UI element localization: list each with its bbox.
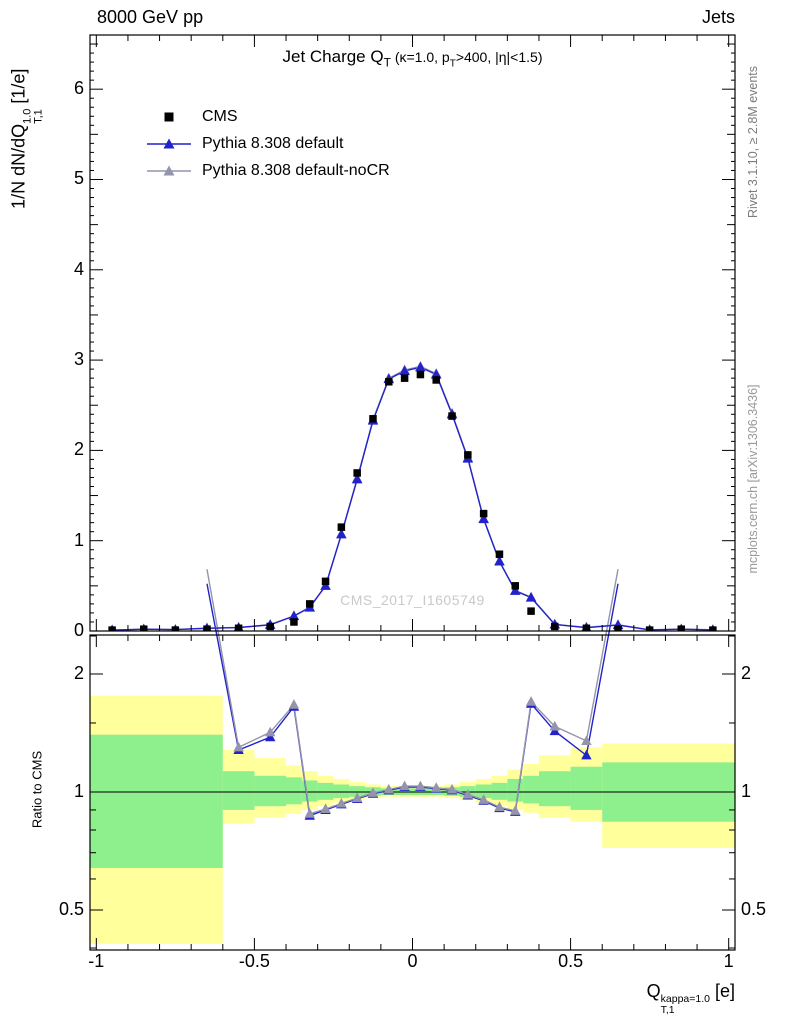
tick-label: 1: [73, 529, 84, 550]
analysis-id-watermark: CMS_2017_I1605749: [340, 592, 485, 608]
title-condition-sub: T: [449, 58, 456, 70]
legend-marker-triangle: [147, 138, 191, 148]
main-series: [108, 360, 717, 631]
legend-label: Pythia 8.308 default: [202, 134, 344, 152]
green-band: [538, 771, 571, 807]
green-band: [349, 786, 366, 797]
x-axis-title-subscript: T,1: [660, 1003, 675, 1016]
legend-label: Pythia 8.308 default-noCR: [202, 161, 390, 179]
x-axis-title-units: [e]: [709, 981, 735, 1001]
tick-label: 1: [723, 951, 734, 971]
beam-energy-label: 8000 GeV pp: [97, 7, 204, 27]
tick-label: 1: [741, 781, 752, 801]
y-axis-title-subscript: T,1: [31, 109, 44, 124]
ratio-line: [206, 569, 619, 815]
legend-item: Pythia 8.308 default: [146, 130, 390, 157]
tick-label: 3: [73, 349, 84, 370]
legend: CMS Pythia 8.308 default Pythia 8.308 defa…: [146, 103, 390, 184]
green-band: [491, 782, 508, 800]
legend-marker-square: [164, 112, 174, 121]
y-axis-title-supsub: 1.0 T,1: [20, 108, 44, 124]
ratio-uncertainty-bands: [90, 695, 735, 944]
axis-ticks: [90, 35, 735, 950]
tick-label: 2: [73, 663, 84, 683]
ratio-series: [206, 569, 619, 820]
green-band: [301, 780, 318, 802]
green-band: [222, 771, 255, 810]
mc-line: [112, 365, 713, 631]
mcplots-reference-note: mcplots.cern.ch [arXiv:1306.3436]: [746, 384, 760, 574]
green-band: [317, 782, 334, 800]
x-axis-title-supsub: kappa=1.0 T,1: [661, 994, 710, 1015]
tick-label: 6: [73, 78, 84, 99]
tick-label: -1: [88, 951, 105, 971]
rivet-version-note: Rivet 3.1.10, ≥ 2.8M events: [746, 65, 760, 219]
green-band: [254, 775, 287, 807]
title-condition: (κ=1.0, p: [390, 49, 450, 65]
tick-label: 0.5: [58, 899, 84, 919]
plot-title: Jet Charge QT (κ=1.0, pT>400, |η|<1.5): [90, 47, 735, 69]
green-band: [475, 784, 492, 799]
tick-label: 0: [73, 620, 84, 640]
tick-label: -0.5: [238, 951, 270, 971]
legend-item: Pythia 8.308 default-noCR: [146, 157, 390, 184]
tick-label: 0: [407, 951, 418, 971]
title-sub: T: [383, 55, 391, 70]
tick-label: 0.5: [558, 951, 584, 971]
tick-label: 1: [73, 781, 84, 801]
tick-label: 5: [73, 168, 84, 189]
analysis-type-label: Jets: [701, 7, 735, 27]
legend-label: CMS: [202, 107, 238, 125]
tick-label: 0.5: [741, 899, 767, 919]
tick-label: 4: [73, 258, 84, 279]
x-axis-title-sup: kappa=1.0: [660, 993, 710, 1006]
y-axis-title-text: 1/N dN/dQ: [8, 123, 29, 209]
tick-label: 2: [73, 439, 84, 460]
green-band: [333, 784, 350, 799]
y-axis-title-units: [1/e]: [8, 68, 29, 109]
green-band: [570, 766, 603, 810]
mc-line: [112, 366, 713, 631]
green-band: [286, 777, 302, 805]
green-band: [90, 734, 223, 868]
green-band: [523, 775, 539, 804]
x-axis-title-text: Q: [646, 981, 661, 1001]
title-condition-rest: >400, |η|<1.5): [455, 49, 543, 65]
green-band: [507, 778, 524, 802]
legend-marker-triangle: [147, 165, 191, 175]
title-text: Jet Charge Q: [282, 47, 384, 66]
legend-item: CMS: [146, 103, 390, 130]
tick-label: 2: [741, 663, 752, 683]
y-axis-title-sup: 1.0: [20, 108, 33, 124]
